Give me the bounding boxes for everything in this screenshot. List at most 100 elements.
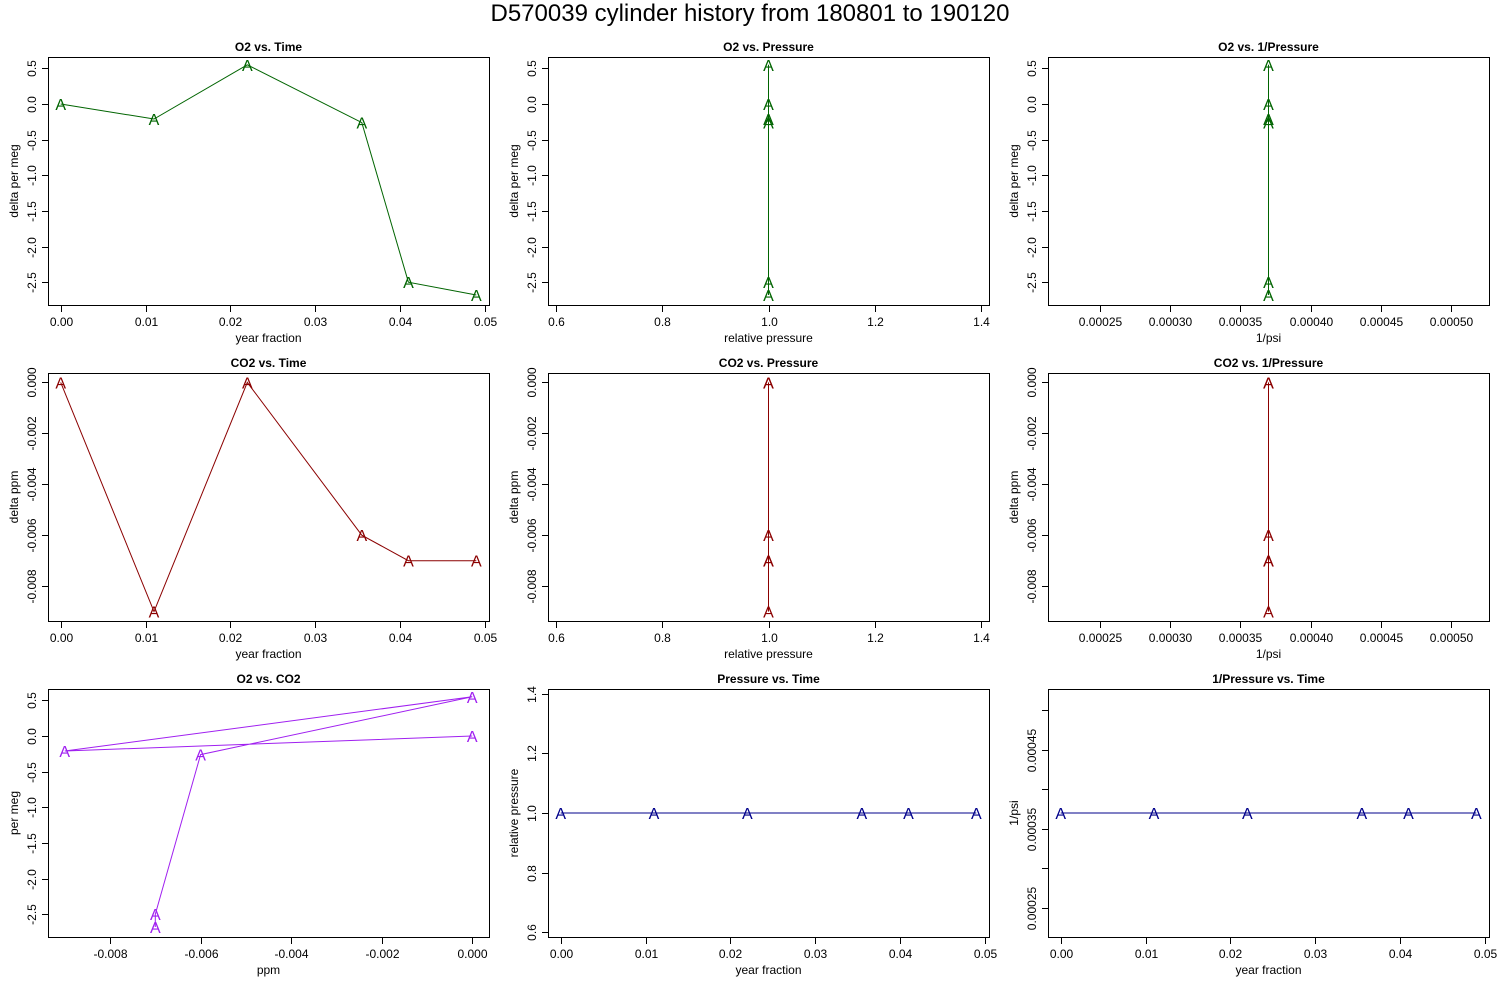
series-line [64,696,473,927]
y-tick-label: -2.0 [25,869,39,890]
x-tick-label: 0.6 [548,315,565,329]
x-tick-label: 0.00035 [1219,315,1263,329]
x-axis-label: relative pressure [724,647,813,661]
data-point: A [1471,806,1482,823]
data-point: A [1242,806,1253,823]
data-point: A [763,97,774,114]
x-tick-label: 0.000 [457,947,487,961]
y-tick-label: -1.0 [1025,165,1039,186]
y-tick-label: -0.006 [25,518,39,552]
y-tick-label: 0.5 [25,692,39,709]
y-tick-label: 1.4 [525,686,539,703]
y-tick-label: -0.002 [1025,416,1039,450]
data-point: A [471,288,482,305]
y-tick-label: -0.002 [525,416,539,450]
data-point: A [403,554,414,571]
y-tick-label: 0.00025 [1025,886,1039,930]
x-tick-label: 1.2 [867,315,884,329]
y-tick-label: -1.0 [525,165,539,186]
x-tick-label: 0.00025 [1079,631,1123,645]
chart-panel-5: CO2 vs. Pressure 0.6 0.8 1.0 1.2 1.4 0.000 -0.0… [507,356,990,661]
y-axis-label: 1/psi [1007,800,1021,825]
data-point: A [1263,288,1274,305]
y-axis-label: delta per meg [7,144,21,217]
x-axis-label: year fraction [735,963,801,977]
data-point: A [1263,554,1274,571]
x-tick-label: 0.02 [219,631,243,645]
x-tick-label: 0.01 [635,947,659,961]
x-tick-label: 0.00 [50,631,74,645]
data-point: A [1263,116,1274,133]
data-point: A [1263,554,1274,571]
chart-title: O2 vs. Time [235,40,302,54]
chart-title: O2 vs. Pressure [723,40,814,54]
x-tick-label: 0.00025 [1079,315,1123,329]
chart-panel-3: O2 vs. 1/Pressure 0.00025 0.00030 0.00035 0.… [1007,40,1490,345]
data-point: A [55,375,66,392]
data-point: A [356,528,367,545]
y-tick-label: 0.000 [1025,367,1039,397]
chart-panel-7: O2 vs. CO2 -0.008 -0.006 -0.004 -0.002 0.000 0… [7,672,490,977]
y-tick-label: -2.0 [25,237,39,258]
data-point: A [150,920,161,937]
y-tick-label: 0.0 [1025,96,1039,113]
y-tick-label: -1.5 [525,201,539,222]
y-axis-label: relative pressure [507,768,521,857]
x-tick-label: 0.01 [135,631,159,645]
y-tick-label: 0.0 [25,96,39,113]
data-point: A [195,748,206,765]
x-tick-label: 0.05 [974,947,998,961]
x-tick-label: 1.2 [867,631,884,645]
data-point: A [742,806,753,823]
data-point: A [1356,806,1367,823]
x-axis-label: ppm [257,963,280,977]
data-point: A [763,116,774,133]
data-point: A [763,605,774,622]
y-tick-label: -2.5 [1025,272,1039,293]
plot-frame [48,373,490,622]
x-tick-label: 0.02 [1219,947,1243,961]
x-tick-label: 0.05 [474,315,498,329]
data-point: A [763,375,774,392]
data-point: A [403,275,414,292]
x-tick-label: -0.006 [184,947,218,961]
y-axis-label: delta ppm [7,471,21,524]
x-tick-label: 0.03 [304,631,328,645]
x-tick-label: 0.00050 [1430,315,1474,329]
x-axis-label: year fraction [1235,963,1301,977]
page-title: D570039 cylinder history from 180801 to … [490,0,1010,27]
data-point: A [55,97,66,114]
chart-title: 1/Pressure vs. Time [1212,672,1325,686]
y-tick-label: 0.5 [525,60,539,77]
chart-panel-9: 1/Pressure vs. Time 0.00 0.01 0.02 0.03 0.04 0… [1007,672,1498,977]
data-point: A [150,907,161,924]
y-tick-label: -0.004 [1025,467,1039,501]
data-point: A [1263,97,1274,114]
x-tick-label: 0.03 [804,947,828,961]
x-tick-label: 0.02 [719,947,743,961]
chart-title: O2 vs. CO2 [236,672,300,686]
data-point: A [763,554,774,571]
x-tick-label: 0.01 [1135,947,1159,961]
data-point: A [242,58,253,75]
x-tick-label: 0.03 [304,315,328,329]
series-line [60,64,477,296]
y-tick-label: 0.5 [1025,60,1039,77]
x-tick-label: 1.0 [761,631,778,645]
chart-panel-1: O2 vs. Time 0.00 0.01 0.02 0.03 0.04 0.05 0.5 0.… [7,40,498,345]
chart-title: Pressure vs. Time [717,672,820,686]
x-tick-label: 0.6 [548,631,565,645]
data-point: A [763,375,774,392]
y-tick-label: -1.5 [25,201,39,222]
x-tick-label: 1.4 [973,631,990,645]
y-axis-label: delta per meg [1007,144,1021,217]
x-tick-label: 0.02 [219,315,243,329]
data-point: A [149,112,160,129]
data-point: A [763,554,774,571]
y-tick-label: -0.006 [525,518,539,552]
data-point: A [1403,806,1414,823]
x-tick-label: 0.00035 [1219,631,1263,645]
y-tick-label: 0.8 [525,865,539,882]
x-tick-label: 0.00 [1050,947,1074,961]
data-point: A [763,528,774,545]
